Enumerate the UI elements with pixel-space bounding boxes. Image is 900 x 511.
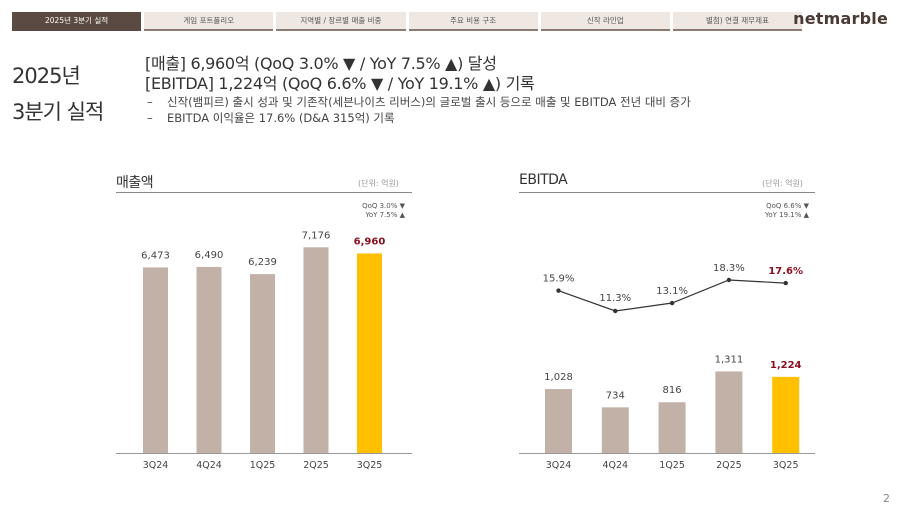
ebitda-margin-label: 15.9% (543, 274, 575, 285)
revenue-bar (250, 274, 275, 453)
revenue-value-label: 7,176 (302, 230, 331, 241)
revenue-value-label: 6,473 (141, 250, 170, 261)
ebitda-value-label: 1,028 (544, 372, 573, 383)
ebitda-margin-label: 17.6% (768, 266, 803, 277)
ebitda-bar (658, 402, 686, 453)
section-tabs: 2025년 3분기 실적 게임 포트폴리오 지역별 / 장르별 매출 비중 주요… (12, 12, 803, 31)
ebitda-margin-label: 13.1% (656, 286, 688, 297)
revenue-category-label: 2Q25 (303, 460, 329, 471)
ebitda-bar (772, 376, 800, 453)
revenue-category-label: 4Q24 (196, 460, 222, 471)
netmarble-logo: netmarble (793, 9, 888, 28)
headline-bullet: – EBITDA 이익율은 17.6% (D&A 315억) 기록 (147, 111, 395, 125)
revenue-yoy: YoY 7.5% ▲ (365, 211, 405, 219)
revenue-bar (196, 266, 222, 453)
ebitda-qoq: QoQ 6.6% ▼ (766, 202, 809, 210)
tab-cost-structure[interactable]: 주요 비용 구조 (408, 12, 538, 31)
ebitda-category-label: 4Q24 (602, 460, 628, 471)
tab-revenue-mix[interactable]: 지역별 / 장르별 매출 비중 (276, 12, 406, 31)
ebitda-margin-point (556, 288, 561, 293)
ebitda-margin-label: 18.3% (713, 263, 745, 274)
ebitda-bar (715, 371, 743, 453)
bullet-text: 신작(뱀피르) 출시 성과 및 기존작(세븐나이츠 리버스)의 글로벌 출시 등… (167, 95, 691, 109)
section-title-quarter: 3분기 실적 (12, 100, 104, 124)
revenue-category-label: 3Q24 (143, 460, 169, 471)
ebitda-chart-title: EBITDA (519, 172, 568, 188)
revenue-value-label: 6,239 (248, 257, 277, 268)
ebitda-value-label: 1,311 (715, 354, 744, 365)
tab-new-lineup[interactable]: 신작 라인업 (540, 12, 670, 31)
ebitda-yoy: YoY 19.1% ▲ (765, 211, 809, 219)
section-title: 2025년 3분기 실적 (12, 58, 104, 130)
bullet-text: EBITDA 이익율은 17.6% (D&A 315억) 기록 (167, 111, 395, 125)
tab-financial-statements[interactable]: 별첨) 연결 재무제표 (672, 12, 803, 31)
revenue-bar (143, 267, 168, 453)
revenue-growth: QoQ 3.0% ▼ YoY 7.5% ▲ (330, 202, 405, 220)
ebitda-bar (601, 407, 629, 453)
headline-bullet: – 신작(뱀피르) 출시 성과 및 기존작(세븐나이츠 리버스)의 글로벌 출시 … (147, 95, 691, 109)
ebitda-chart-rule (519, 192, 815, 193)
ebitda-category-label: 1Q25 (659, 460, 685, 471)
revenue-chart-rule (116, 192, 412, 193)
ebitda-margin-point (783, 280, 788, 286)
ebitda-value-label: 1,224 (770, 360, 802, 371)
ebitda-value-label: 816 (663, 385, 682, 396)
ebitda-unit: (단위: 억원) (762, 179, 803, 188)
ebitda-category-label: 2Q25 (716, 460, 742, 471)
ebitda-margin-point (726, 277, 732, 283)
revenue-bar (357, 253, 382, 453)
tab-game-portfolio[interactable]: 게임 포트폴리오 (144, 12, 274, 31)
revenue-value-label: 6,960 (354, 236, 386, 247)
ebitda-category-label: 3Q25 (773, 460, 799, 471)
revenue-chart-title: 매출액 (116, 175, 154, 191)
revenue-value-label: 6,490 (195, 250, 224, 261)
section-title-year: 2025년 (12, 64, 81, 88)
revenue-bar (303, 247, 329, 453)
revenue-unit: (단위: 억원) (358, 179, 399, 188)
ebitda-growth: QoQ 6.6% ▼ YoY 19.1% ▲ (734, 202, 809, 220)
headline-revenue: [매출] 6,960억 (QoQ 3.0% ▼ / YoY 7.5% ▲) 달성 (145, 54, 497, 73)
headline: [매출] 6,960억 (QoQ 3.0% ▼ / YoY 7.5% ▲) 달성… (145, 54, 691, 126)
ebitda-category-label: 3Q24 (546, 460, 572, 471)
page-number: 2 (883, 492, 890, 505)
tab-q3-results[interactable]: 2025년 3분기 실적 (12, 12, 142, 31)
ebitda-margin-label: 11.3% (599, 293, 631, 304)
revenue-category-label: 1Q25 (250, 460, 276, 471)
revenue-qoq: QoQ 3.0% ▼ (362, 202, 405, 210)
ebitda-bar (545, 389, 572, 453)
headline-ebitda: [EBITDA] 1,224억 (QoQ 6.6% ▼ / YoY 19.1% … (145, 74, 535, 93)
revenue-category-label: 3Q25 (357, 460, 383, 471)
ebitda-value-label: 734 (606, 390, 625, 401)
ebitda-margin-point (613, 308, 618, 314)
ebitda-margin-point (669, 300, 675, 306)
